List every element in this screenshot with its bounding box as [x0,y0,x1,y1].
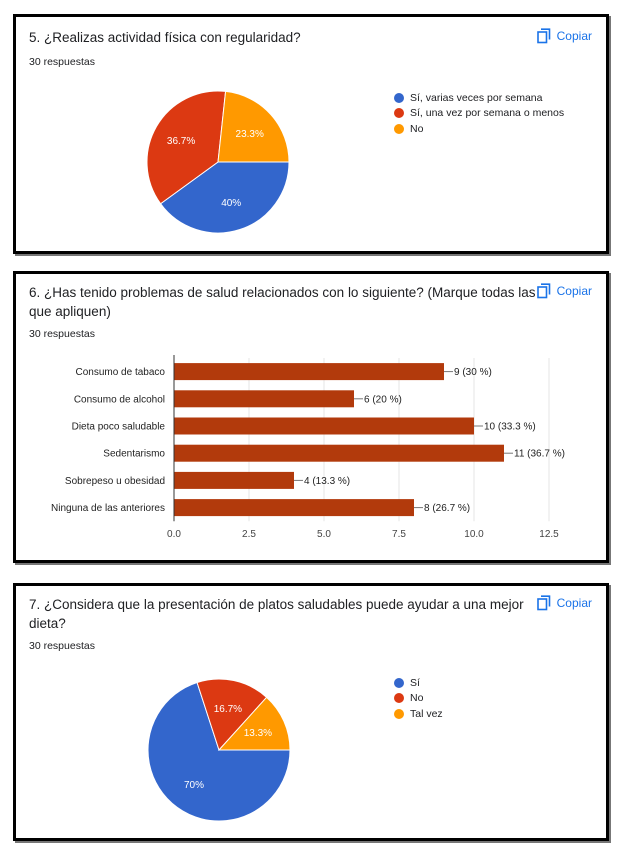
x-tick-label: 5.0 [317,529,331,540]
category-label: Ninguna de las anteriores [51,503,165,514]
legend-dot-icon [394,92,404,103]
pie-slice [217,90,290,163]
response-count: 30 respuestas [29,56,95,68]
x-tick-label: 12.5 [539,529,559,540]
legend-label: No [410,122,424,135]
bar-chart: 0.0 2.5 5.0 7.5 10.0 12.5 Consumo de tabaco 9 (… [51,355,565,540]
legend-item: Sí, varias veces por semana [394,90,564,106]
slice-label: 70% [184,780,204,791]
legend-label: Tal vez [410,707,443,720]
bar [174,471,294,489]
slice-label: 16.7% [214,704,242,715]
copy-label: Copiar [556,596,592,610]
chart-legend: Sí, varias veces por semana Sí, una vez p… [394,90,564,137]
category-label: Sobrepeso u obesidad [65,476,165,487]
question-card-7: 7. ¿Considera que la presentación de pla… [13,583,609,841]
category-label: Consumo de tabaco [75,367,165,378]
x-tick-label: 0.0 [167,529,181,540]
data-label: 4 (13.3 %) [304,476,350,487]
pie-slice [147,681,291,822]
category-label: Sedentarismo [103,449,165,460]
category-label: Consumo de alcohol [74,394,165,405]
slice-label: 23.3% [236,129,264,140]
bar [174,444,504,462]
legend-item: No [394,121,564,137]
legend-item: No [394,691,443,707]
legend-dot-icon [394,123,404,134]
question-title-line1: 7. ¿Considera que la presentación de pla… [29,597,524,612]
copy-button[interactable]: Copiar [536,283,592,299]
x-tick-label: 10.0 [464,529,484,540]
category-label: Dieta poco saludable [72,422,166,433]
copy-icon [536,595,550,611]
legend-dot-icon [394,677,404,688]
x-tick-label: 7.5 [392,529,406,540]
data-label: 6 (20 %) [364,394,402,405]
data-label: 9 (30 %) [454,367,492,378]
pie-chart: 40% 36.7% 23.3% [146,90,290,234]
legend-dot-icon [394,693,404,704]
response-count: 30 respuestas [29,328,95,340]
pie-slice [196,678,268,751]
copy-label: Copiar [556,29,592,43]
slice-label: 36.7% [167,136,195,147]
response-count: 30 respuestas [29,640,95,652]
question-title: 5. ¿Realizas actividad física con regula… [29,30,301,45]
legend-item: Tal vez [394,706,443,722]
data-label: 11 (36.7 %) [514,449,565,460]
copy-icon [536,28,550,44]
chart-legend: Sí No Tal vez [394,675,443,722]
legend-item: Sí [394,675,443,691]
legend-dot-icon [394,108,404,119]
pie-slice [146,90,227,205]
bar [174,363,444,381]
copy-label: Copiar [556,284,592,298]
pie-slice [159,161,290,234]
question-card-5: 5. ¿Realizas actividad física con regula… [13,14,609,254]
legend-label: Sí, una vez por semana o menos [410,107,565,120]
pie-chart: 70% 16.7% 13.3% [147,678,291,822]
bar [174,417,474,435]
data-label: 10 (33.3 %) [484,422,536,433]
data-label: 8 (26.7 %) [424,503,470,514]
bar [174,499,414,517]
copy-button[interactable]: Copiar [536,28,592,44]
x-tick-label: 2.5 [242,529,256,540]
pie-slice [217,696,291,751]
legend-dot-icon [394,708,404,719]
question-title-line1: 6. ¿Has tenido problemas de salud relaci… [29,285,536,300]
question-title-line2: dieta? [29,616,66,631]
bar [174,390,354,408]
question-title-line2: que apliquen) [29,304,111,319]
slice-label: 40% [221,198,241,209]
copy-icon [536,283,550,299]
question-card-6: 6. ¿Has tenido problemas de salud relaci… [13,271,609,563]
legend-label: Sí, varias veces por semana [410,91,543,104]
legend-item: Sí, una vez por semana o menos [394,106,564,122]
legend-label: No [410,692,424,705]
slice-label: 13.3% [244,728,272,739]
copy-button[interactable]: Copiar [536,595,592,611]
legend-label: Sí [410,676,420,689]
